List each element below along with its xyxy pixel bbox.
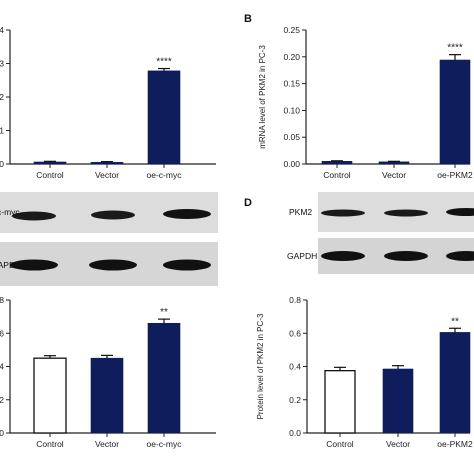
blot-band	[12, 211, 56, 221]
blot-band	[10, 259, 58, 271]
significance-label: ****	[447, 43, 463, 54]
blot-band	[89, 259, 137, 271]
chart-panel-c: 0 2 4 6 8 Control Vector ** oe-c-myc	[0, 295, 216, 449]
blot-band	[321, 251, 365, 261]
western-blot-d: PKM2 GAPDH	[287, 192, 474, 274]
y-tick-label: 2	[0, 92, 4, 102]
y-tick-label: 4	[0, 25, 4, 35]
category-label: oe-c-myc	[147, 439, 183, 449]
bar	[33, 161, 67, 165]
y-tick-label: 6	[0, 328, 4, 338]
category-label: Vector	[95, 439, 119, 449]
blot-band	[446, 208, 474, 216]
y-tick-label: 1	[0, 126, 4, 136]
bar	[33, 357, 67, 434]
category-label: Control	[36, 439, 64, 449]
bar	[382, 368, 414, 434]
bar	[147, 322, 181, 434]
category-label: Control	[36, 170, 64, 180]
y-tick-label: 0.25	[283, 25, 300, 35]
category-label: Control	[323, 170, 351, 180]
western-blot-c: c-myc GAPDH	[0, 192, 218, 286]
category-label: oe-PKM2	[437, 170, 473, 180]
y-tick-label: 3	[0, 59, 4, 69]
bar	[147, 70, 181, 165]
chart-panel-b: 0.00 0.05 0.10 0.15 0.20 0.25 mRNA level of PK…	[258, 25, 473, 180]
blot-band	[91, 210, 135, 220]
bar	[439, 332, 471, 434]
bar	[324, 370, 356, 434]
significance-label: **	[451, 316, 459, 327]
blot-band	[321, 209, 365, 217]
y-tick-label: 0.6	[289, 328, 301, 338]
bar	[90, 162, 124, 165]
y-tick-label: 2	[0, 395, 4, 405]
y-tick-label: 0.0	[289, 428, 301, 438]
y-axis-label: Protein level of PKM2 in PC-3	[256, 313, 265, 419]
y-tick-label: 8	[0, 295, 4, 305]
y-tick-label: 0	[0, 159, 4, 169]
blot-band	[446, 251, 474, 261]
blot-label: PKM2	[289, 207, 312, 217]
blot-band	[384, 209, 428, 217]
blot-label: GAPDH	[0, 260, 21, 270]
bar	[378, 161, 410, 165]
y-tick-label: 0.20	[283, 52, 300, 62]
blot-band	[163, 209, 211, 219]
y-tick-label: 0	[0, 428, 4, 438]
chart-panel-a: 0 1 2 3 4 Control Vector **** oe-c-myc	[0, 25, 216, 180]
category-label: oe-c-myc	[147, 170, 183, 180]
blot-band	[163, 259, 211, 271]
y-tick-label: 0.05	[283, 132, 300, 142]
y-tick-label: 0.15	[283, 79, 300, 89]
panel-label-b: B	[244, 13, 252, 25]
bar	[321, 161, 353, 165]
y-tick-label: 0.00	[283, 159, 300, 169]
bar	[439, 59, 471, 165]
category-label: Vector	[95, 170, 119, 180]
category-label: oe-PKM2	[437, 439, 473, 449]
blot-label: GAPDH	[287, 251, 317, 261]
blot-band	[384, 251, 428, 261]
y-tick-label: 0.10	[283, 105, 300, 115]
panel-label-d: D	[244, 197, 252, 209]
significance-label: **	[160, 307, 168, 318]
category-label: Vector	[386, 439, 410, 449]
significance-label: ****	[156, 57, 172, 68]
category-label: Control	[326, 439, 354, 449]
y-axis-label: mRNA level of PKM2 in PC-3	[258, 45, 267, 149]
category-label: Vector	[382, 170, 406, 180]
bar	[90, 357, 124, 434]
y-tick-label: 0.8	[289, 295, 301, 305]
y-tick-label: 0.4	[289, 362, 301, 372]
y-tick-label: 4	[0, 362, 4, 372]
chart-panel-d: 0.0 0.2 0.4 0.6 0.8 Protein level of PKM2 in …	[256, 295, 473, 449]
y-tick-label: 0.2	[289, 395, 301, 405]
blot-label: c-myc	[0, 207, 20, 217]
